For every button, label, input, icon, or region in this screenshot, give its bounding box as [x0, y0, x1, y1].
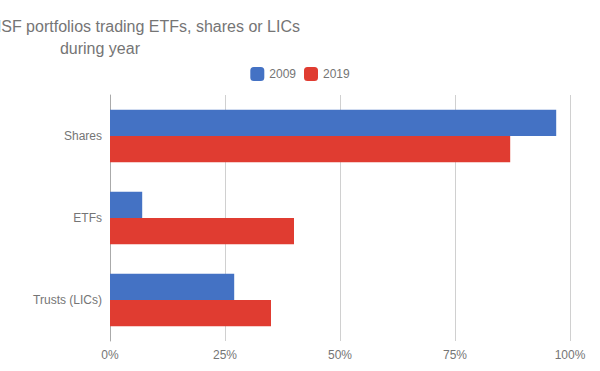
svg-text:0%: 0% [101, 348, 119, 362]
svg-text:Trusts (LICs): Trusts (LICs) [33, 293, 102, 307]
svg-text:Shares: Shares [64, 129, 102, 143]
svg-text:25%: 25% [213, 348, 237, 362]
svg-text:during year: during year [60, 40, 141, 57]
svg-text:Percent of SMSF portfolios tra: Percent of SMSF portfolios trading ETFs,… [0, 18, 300, 35]
svg-text:50%: 50% [328, 348, 352, 362]
svg-text:ETFs: ETFs [73, 211, 102, 225]
svg-text:2009: 2009 [269, 67, 296, 81]
svg-text:2019: 2019 [323, 67, 350, 81]
svg-text:100%: 100% [555, 348, 586, 362]
svg-text:75%: 75% [443, 348, 467, 362]
